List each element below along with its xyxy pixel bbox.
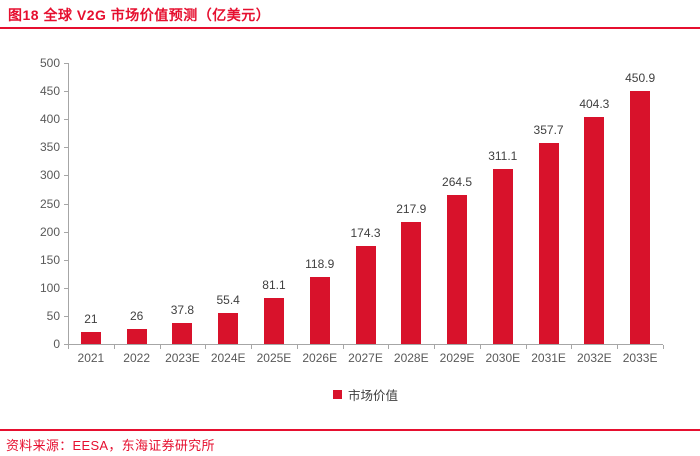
x-tick-label: 2029E [439, 351, 475, 365]
chart-legend: 市场价值 [68, 385, 663, 404]
y-tick [64, 63, 68, 64]
bar [309, 277, 330, 344]
y-tick-label: 500 [39, 56, 60, 70]
bar-value-label: 26 [129, 309, 144, 324]
y-tick [64, 259, 68, 261]
x-tick [479, 345, 481, 349]
bar [218, 312, 239, 344]
x-tick [571, 345, 573, 349]
x-tick-label: 2032E [576, 351, 612, 365]
bar-value-label: 311.1 [488, 149, 518, 164]
bar-value-label: 404.3 [579, 96, 610, 111]
y-tick [64, 315, 68, 317]
bar-value-label: 21 [84, 312, 98, 327]
x-tick [342, 345, 344, 349]
bar-value-label: 357.7 [533, 122, 564, 137]
y-tick-label: 300 [39, 168, 60, 183]
y-tick-label: 200 [39, 224, 60, 239]
bar [447, 195, 468, 344]
x-tick-label: 2030E [485, 351, 521, 365]
bar [630, 90, 651, 344]
bar-value-label: 174.3 [350, 226, 381, 241]
x-tick [525, 345, 527, 349]
x-tick [205, 345, 207, 349]
bar [492, 169, 513, 344]
x-tick-label: 2026E [302, 351, 338, 365]
bar [126, 329, 147, 344]
y-tick [64, 91, 68, 93]
bar-value-label: 37.8 [170, 302, 195, 317]
y-tick [64, 231, 68, 233]
figure-title: 图18 全球 V2G 市场价值预测（亿美元） [8, 7, 271, 23]
x-tick-label: 2024E [210, 351, 246, 365]
bar [355, 246, 376, 344]
bar-value-label: 450.9 [625, 70, 656, 85]
bar [401, 221, 422, 344]
footer-divider [0, 429, 700, 431]
source-note: 资料来源：EESA，东海证券研究所 [6, 438, 215, 453]
x-tick-label: 2031E [531, 351, 566, 365]
x-tick [113, 345, 115, 349]
bar [584, 116, 605, 344]
bar-value-label: 217.9 [396, 201, 427, 216]
x-tick [434, 345, 436, 349]
y-tick [64, 147, 68, 149]
y-tick-label: 400 [39, 112, 60, 127]
x-tick-label: 2022 [123, 351, 150, 365]
bar [80, 332, 101, 344]
x-tick-label: 2028E [393, 351, 429, 365]
x-tick-label: 2023E [165, 351, 200, 365]
bar [263, 298, 284, 344]
x-tick-label: 2033E [622, 351, 658, 365]
y-tick-label: 250 [39, 196, 60, 211]
y-tick [64, 175, 68, 177]
legend-swatch [332, 390, 342, 399]
x-tick [159, 345, 161, 349]
x-tick [663, 345, 664, 349]
bar [538, 142, 559, 344]
x-tick [388, 345, 390, 349]
y-tick [64, 119, 68, 121]
y-tick [64, 344, 68, 345]
y-tick-label: 0 [53, 337, 60, 351]
x-tick [617, 345, 619, 349]
legend-label: 市场价值 [347, 389, 398, 403]
bar [172, 322, 193, 344]
bar-value-label: 81.1 [262, 278, 286, 293]
x-axis-line [68, 344, 663, 345]
x-tick-label: 2027E [348, 351, 383, 365]
bar-value-label: 55.4 [216, 292, 240, 307]
title-divider [0, 27, 700, 29]
y-tick-label: 50 [46, 308, 60, 323]
y-axis-line [68, 63, 69, 344]
x-tick-label: 2025E [256, 351, 292, 365]
y-tick-label: 450 [39, 84, 60, 99]
y-tick-label: 100 [39, 280, 60, 295]
y-tick [64, 287, 68, 289]
y-tick-label: 150 [39, 252, 60, 267]
bar-value-label: 118.9 [305, 257, 335, 272]
y-tick [64, 203, 68, 205]
x-tick-label: 2021 [77, 351, 105, 365]
y-tick-label: 350 [39, 140, 60, 155]
x-tick [68, 345, 69, 349]
bar-value-label: 264.5 [442, 175, 473, 190]
x-tick [251, 345, 253, 349]
x-tick [296, 345, 298, 349]
